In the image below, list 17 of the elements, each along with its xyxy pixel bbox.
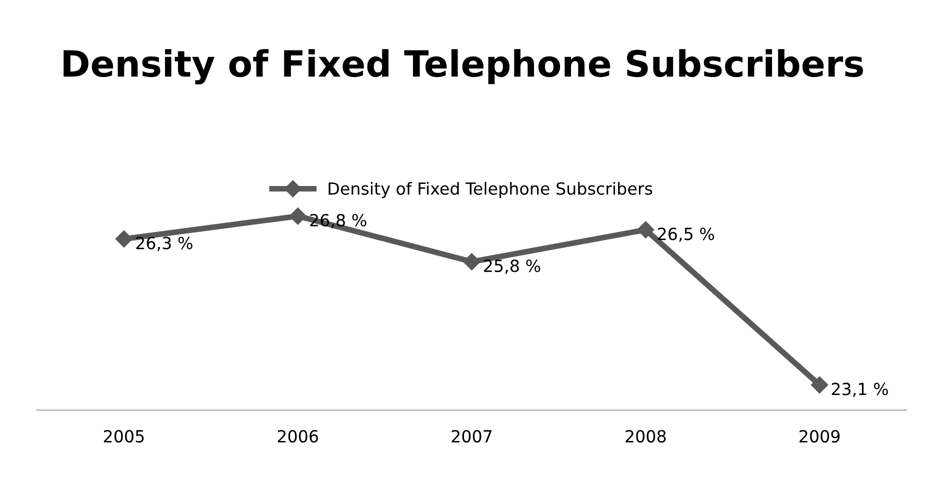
data-label: 25,8 % <box>484 260 540 274</box>
point <box>289 208 306 225</box>
data-label: 26,3 % <box>136 236 192 252</box>
x-tick-label: 2007 <box>452 430 492 443</box>
chart-title: Density of Fixed Telephone Subscribers <box>64 49 863 84</box>
data-label: 23,1 % <box>832 382 888 397</box>
point <box>811 376 828 394</box>
x-tick-label: 2009 <box>800 430 840 443</box>
point <box>115 230 132 248</box>
legend-label: Density of Fixed Telephone Subscribers <box>328 182 652 198</box>
data-label: 26,5 % <box>658 228 714 242</box>
data-label: 26,8 % <box>310 214 366 228</box>
x-tick-label: 2008 <box>626 430 666 443</box>
point <box>463 253 480 270</box>
point <box>637 221 654 238</box>
x-tick-label: 2006 <box>278 430 318 443</box>
x-tick-label: 2005 <box>104 430 144 443</box>
